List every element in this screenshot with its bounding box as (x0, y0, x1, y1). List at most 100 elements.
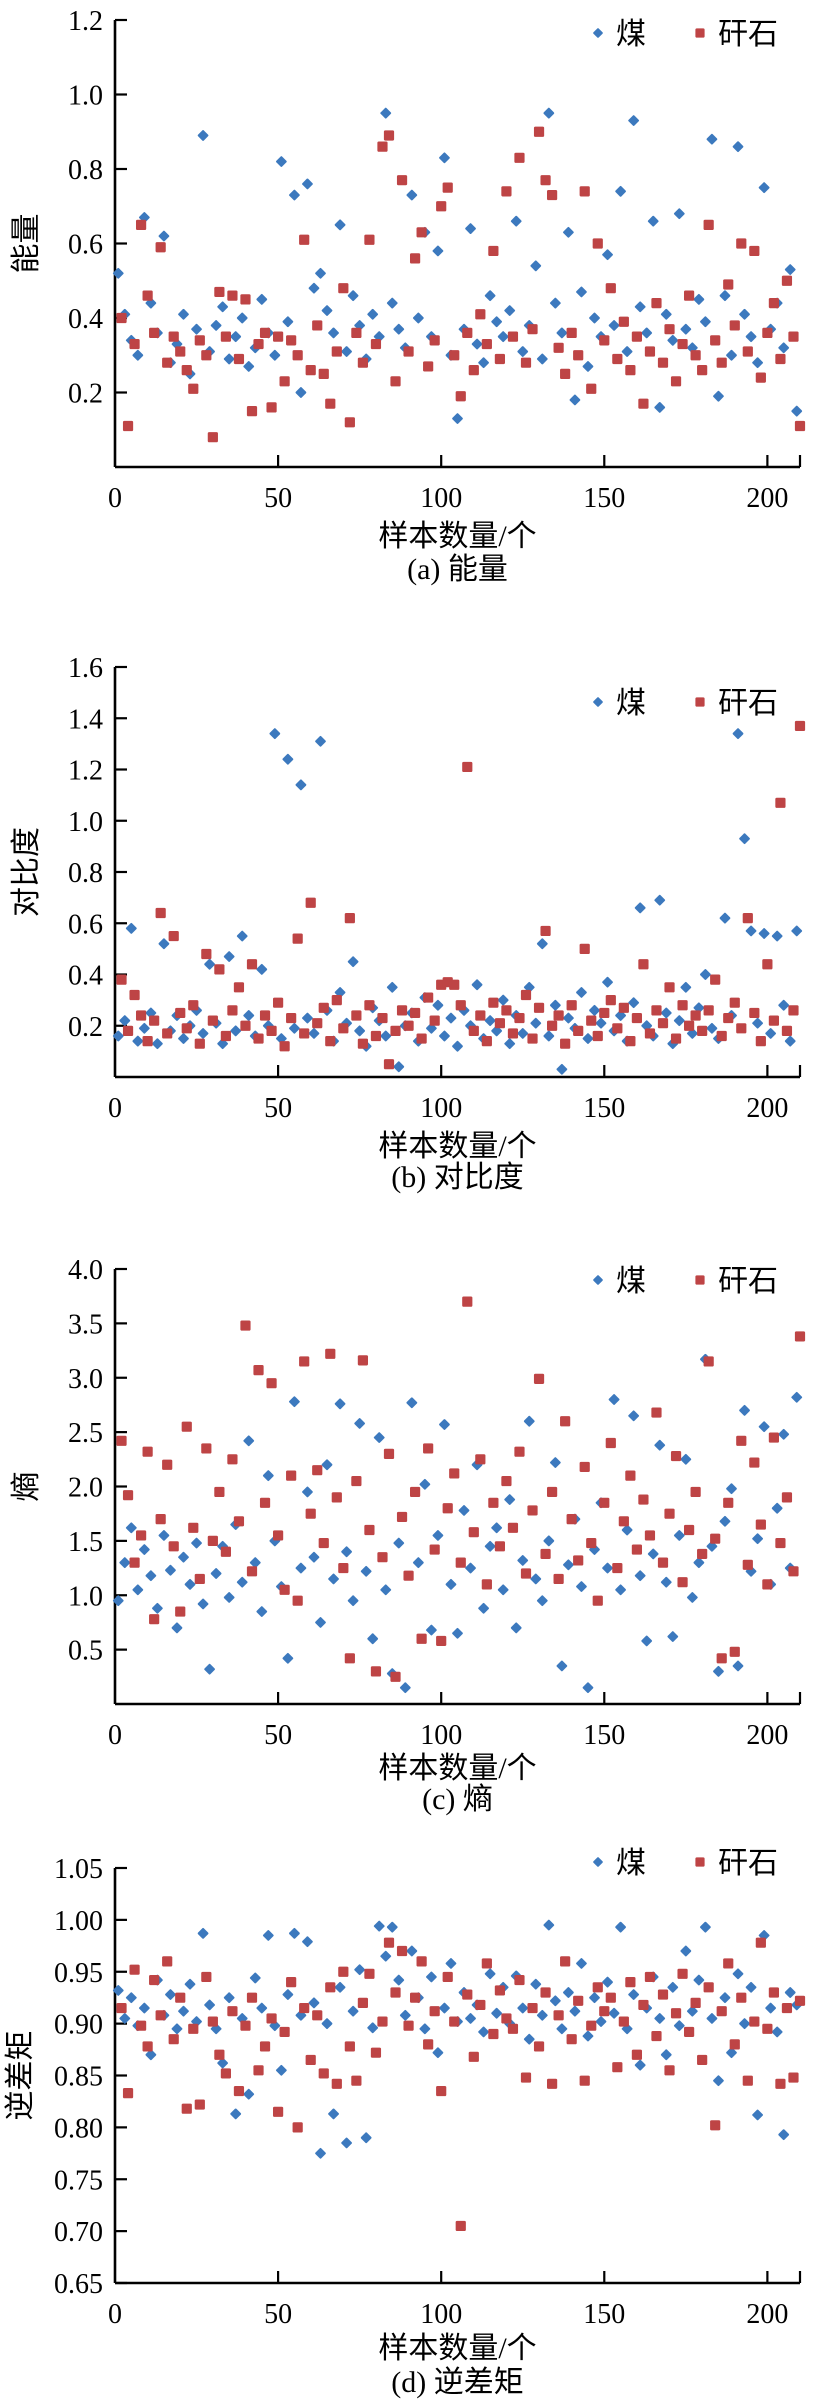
scatter-point (680, 1453, 692, 1465)
scatter-point (432, 1530, 444, 1541)
scatter-point (608, 2007, 620, 2019)
scatter-point (778, 342, 790, 354)
scatter-point (736, 238, 747, 249)
scatter-point (299, 2002, 310, 2014)
legend-coal-marker (593, 28, 603, 38)
x-tick-label: 50 (264, 1720, 292, 1751)
scatter-point (253, 2065, 264, 2076)
scatter-point (494, 1018, 506, 1029)
scatter-point (230, 1025, 242, 1037)
scatter-point (781, 2002, 793, 2014)
scatter-point (742, 346, 753, 357)
scatter-point (302, 1012, 313, 1024)
scatter-point (706, 2013, 718, 2024)
scatter-point (530, 1017, 542, 1029)
scatter-point (295, 387, 307, 398)
scatter-point (778, 1428, 790, 1440)
scatter-point (334, 1398, 346, 1410)
scatter-point (194, 1038, 205, 1049)
scatter-point (236, 1576, 248, 1588)
scatter-point (729, 1646, 740, 1657)
chart-c-xlabel: 样本数量/个 (378, 1752, 537, 1785)
scatter-point (462, 1989, 473, 2000)
scatter-point (670, 1450, 682, 1462)
scatter-point (227, 290, 238, 301)
scatter-point (514, 152, 525, 163)
scatter-point (145, 2049, 157, 2061)
scatter-point (194, 2099, 205, 2110)
y-tick-label: 1.2 (68, 756, 103, 787)
scatter-point (125, 922, 137, 934)
scatter-point (299, 1028, 310, 1039)
scatter-point (249, 1972, 261, 1984)
scatter-point (768, 298, 780, 309)
scatter-point (686, 2005, 698, 2017)
scatter-point (318, 2068, 329, 2079)
scatter-point (719, 1515, 731, 1527)
scatter-point (742, 1559, 753, 1570)
scatter-point (481, 338, 492, 350)
scatter-point (406, 189, 418, 201)
scatter-point (152, 1038, 163, 1050)
scatter-point (742, 913, 753, 924)
scatter-point (419, 1478, 431, 1490)
scatter-point (259, 1497, 271, 1508)
scatter-point (377, 1552, 388, 1563)
scatter-point (354, 1418, 366, 1429)
scatter-point (723, 1958, 734, 1969)
scatter-point (439, 2002, 450, 2014)
y-tick-label: 1.6 (68, 653, 103, 684)
x-tick-label: 200 (746, 1720, 788, 1751)
scatter-point (536, 1595, 548, 1607)
scatter-point (703, 1356, 714, 1367)
scatter-point (380, 1030, 392, 1042)
coal-series (112, 1919, 803, 2159)
scatter-point (135, 2020, 147, 2031)
scatter-point (188, 1000, 199, 1011)
scatter-point (628, 115, 640, 126)
scatter-point (429, 2006, 440, 2017)
scatter-point (549, 1995, 561, 2007)
scatter-point (178, 1551, 189, 1563)
scatter-point (312, 1018, 323, 1029)
scatter-point (703, 1982, 714, 1993)
legend: 煤 矸石 (593, 18, 778, 51)
scatter-point (227, 1005, 238, 1016)
scatter-point (507, 331, 519, 342)
y-tick-label: 0.6 (68, 909, 103, 940)
x-tick-label: 150 (583, 1720, 625, 1751)
scatter-point (158, 1530, 170, 1541)
scatter-point (344, 2041, 355, 2052)
scatter-point (784, 1987, 796, 1998)
x-tick-label: 150 (583, 1093, 625, 1124)
scatter-point (501, 2013, 512, 2024)
scatter-point (338, 283, 349, 294)
scatter-point (325, 1982, 336, 1993)
gangue-series (116, 1296, 806, 1682)
scatter-point (647, 1548, 659, 1560)
scatter-point (605, 1437, 616, 1449)
scatter-point (403, 2020, 414, 2031)
scatter-point (462, 1296, 473, 1307)
scatter-point (403, 1020, 414, 1031)
scatter-point (246, 406, 258, 417)
scatter-point (289, 189, 300, 201)
scatter-point (403, 346, 414, 357)
y-tick-label: 2.0 (68, 1473, 103, 1504)
scatter-point (686, 1592, 698, 1603)
scatter-point (344, 913, 355, 924)
scatter-point (533, 1002, 545, 1013)
scatter-point (380, 107, 392, 119)
scatter-point (494, 1541, 506, 1552)
scatter-point (305, 897, 316, 908)
scatter-point (171, 2023, 183, 2035)
scatter-point (112, 1030, 124, 1042)
scatter-point (286, 335, 297, 346)
scatter-point (667, 334, 679, 346)
scatter-point (556, 1063, 568, 1075)
scatter-point (377, 1012, 388, 1024)
scatter-point (651, 2030, 662, 2042)
scatter-point (536, 938, 548, 950)
chart-d-plot: 0.65 0.70 0.75 0.80 0.85 0.90 0.95 1.00 1.05 0 50 1… (4, 1847, 806, 2330)
scatter-point (119, 2013, 131, 2024)
